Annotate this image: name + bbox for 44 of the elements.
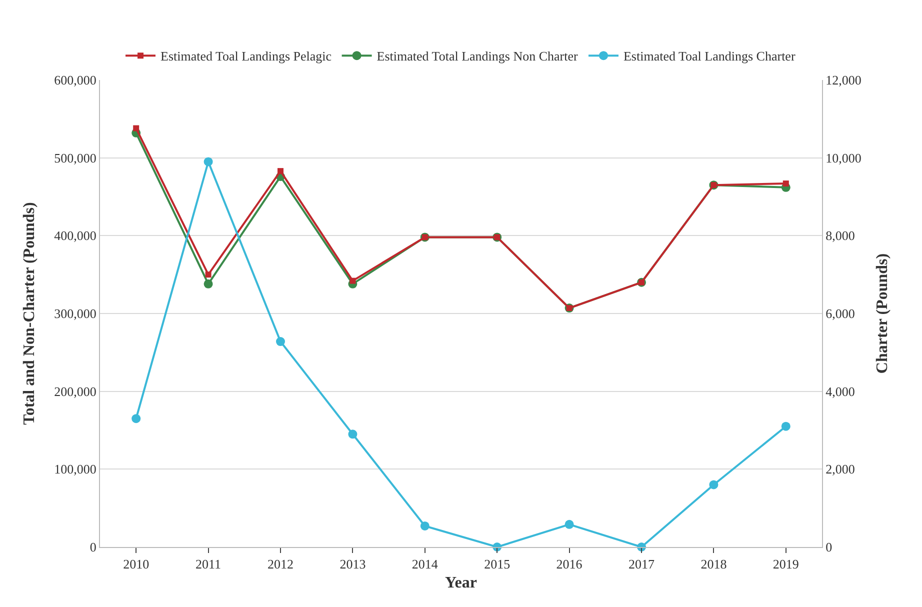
y-tick-label: 0 (90, 540, 96, 555)
y2-tick-label: 4,000 (826, 384, 855, 399)
x-tick-label: 2019 (772, 556, 799, 572)
point (348, 430, 358, 439)
y2-tick-label: 0 (826, 540, 832, 555)
y-tick-label: 300,000 (54, 306, 96, 322)
point (132, 414, 141, 424)
legend-label: Estimated Toal Landings Pelagic (160, 48, 332, 64)
legend-label: Estimated Total Landings Non Charter (376, 48, 578, 64)
point (782, 180, 789, 187)
y-tick-label: 100,000 (54, 462, 96, 477)
x-axis-title: Year (445, 574, 477, 592)
point (781, 422, 790, 431)
y2-tick-label: 10,000 (826, 150, 862, 166)
point (420, 521, 430, 530)
y-tick-label: 400,000 (54, 228, 96, 244)
x-tick-label: 2012 (268, 556, 294, 572)
y2-tick-label: 12,000 (826, 72, 862, 88)
x-tick-label: 2011 (196, 556, 222, 572)
y-tick-label: 600,000 (54, 72, 96, 88)
legend-label: Estimated Toal Landings Charter (623, 48, 796, 64)
y-tick-label: 500,000 (54, 150, 96, 166)
x-tick-label: 2010 (123, 556, 150, 572)
x-tick-label: 2016 (556, 556, 583, 572)
point (133, 125, 140, 132)
y2-tick-label: 2,000 (826, 462, 855, 477)
y-tick-label: 200,000 (54, 384, 96, 399)
x-tick-label: 2015 (484, 556, 510, 572)
y2-tick-label: 6,000 (826, 306, 855, 322)
y2-tick-label: 8,000 (826, 228, 855, 244)
x-tick-label: 2018 (700, 556, 727, 572)
y-axis-title: Total and Non-Charter (Pounds) (21, 202, 38, 425)
point (276, 337, 285, 346)
x-tick-label: 2014 (412, 556, 438, 572)
x-tick-label: 2013 (340, 556, 366, 572)
point (204, 279, 213, 288)
point (709, 480, 718, 490)
x-tick-label: 2017 (628, 556, 655, 572)
point (204, 157, 213, 166)
point (278, 168, 284, 174)
point (564, 520, 574, 529)
point (350, 278, 356, 284)
y2-axis-title: Charter (Pounds) (874, 253, 892, 374)
point (205, 272, 212, 278)
